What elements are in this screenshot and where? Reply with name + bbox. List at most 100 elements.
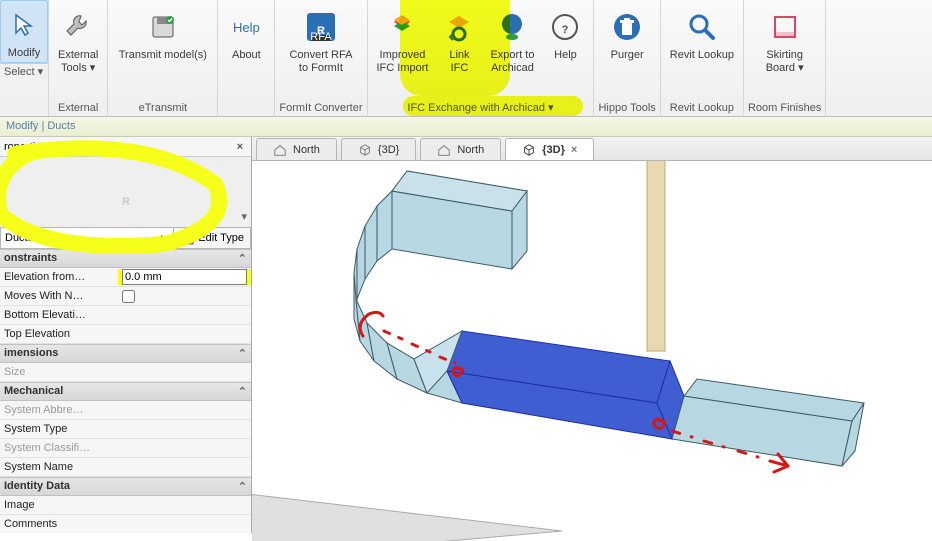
magnifier-icon (686, 11, 718, 43)
svg-text:R: R (122, 196, 130, 208)
skirting-label: Skirting Board ▾ (766, 49, 804, 74)
tab-label: North (457, 144, 484, 156)
group-etransmit: Transmit model(s) eTransmit (108, 0, 218, 117)
trash-icon (611, 11, 643, 43)
prop-row: Top Elevation (0, 325, 251, 344)
prop-key: System Name (0, 461, 118, 473)
viewport[interactable] (252, 161, 932, 533)
svg-text:RFA: RFA (310, 31, 332, 43)
ifc-link-icon (443, 11, 475, 43)
prop-row: Image (0, 496, 251, 515)
link-ifc-label: Link IFC (449, 49, 469, 74)
export-archicad-button[interactable]: Export to Archicad (485, 2, 539, 99)
category-dimensions[interactable]: imensions⌃ (0, 344, 251, 363)
view-tab[interactable]: {3D} (341, 138, 416, 160)
revit-lookup-button[interactable]: Revit Lookup (665, 2, 739, 100)
category-constraints[interactable]: onstraints⌃ (0, 249, 251, 268)
cube-icon (522, 143, 536, 157)
question-icon: ? (549, 11, 581, 43)
convert-rfa-label: Convert RFA to FormIt (289, 49, 352, 74)
group-external-label: External (58, 100, 98, 117)
transmit-button[interactable]: Transmit model(s) (113, 2, 213, 100)
type-selector-row: Ducts (1) Edit Type (0, 227, 251, 249)
type-selector[interactable]: Ducts (1) (1, 228, 173, 248)
view-tab[interactable]: North (420, 138, 501, 160)
prop-row: System Abbre… (0, 401, 251, 420)
main-area: roperties × R ▾ Ducts (1) Edit Type onst… (0, 137, 932, 533)
edit-type-label: Edit Type (198, 232, 244, 244)
properties-title-bar: roperties × (0, 137, 251, 157)
chevron-down-icon[interactable]: ▾ (241, 210, 247, 223)
group-archicad-label: IFC Exchange with Archicad ▾ (407, 99, 553, 117)
revit-r-icon: RRFA (305, 11, 337, 43)
group-external: External Tools ▾ External (49, 0, 108, 117)
purger-button[interactable]: Purger (603, 2, 651, 100)
home-icon (273, 143, 287, 157)
prop-key: System Classifi… (0, 442, 118, 454)
select-dropdown[interactable]: Select ▾ (0, 63, 48, 79)
improved-ifc-button[interactable]: Improved IFC Import (372, 2, 434, 99)
wrench-icon (62, 11, 94, 43)
group-roomfinish: Skirting Board ▾ Room Finishes (744, 0, 826, 117)
prop-key: Moves With N… (0, 290, 118, 302)
prop-key: Elevation from… (0, 271, 118, 283)
modify-label: Modify (8, 47, 40, 60)
archicad-help-button[interactable]: ? Help (541, 2, 589, 99)
prop-row: Bottom Elevati… (0, 306, 251, 325)
group-about-label (245, 100, 248, 117)
improved-ifc-label: Improved IFC Import (377, 49, 429, 74)
prop-row: System Name (0, 458, 251, 477)
moves-with-checkbox[interactable] (122, 290, 135, 303)
floppy-icon (147, 11, 179, 43)
help-word-icon: Help (230, 11, 262, 43)
modify-button[interactable]: Modify (0, 0, 48, 63)
properties-panel: roperties × R ▾ Ducts (1) Edit Type onst… (0, 137, 252, 533)
cube-icon (358, 143, 372, 157)
prop-row: Comments (0, 515, 251, 533)
group-formit-label: FormIt Converter (279, 100, 362, 117)
link-ifc-button[interactable]: Link IFC (435, 2, 483, 99)
purger-label: Purger (611, 49, 644, 62)
home-icon (437, 143, 451, 157)
cursor-icon (8, 9, 40, 41)
category-mechanical[interactable]: Mechanical⌃ (0, 382, 251, 401)
tab-label: North (293, 144, 320, 156)
model-view (252, 161, 932, 541)
category-identity[interactable]: Identity Data⌃ (0, 477, 251, 496)
skirting-button[interactable]: Skirting Board ▾ (761, 2, 809, 100)
prop-key: Size (0, 366, 118, 378)
prop-row: System Classifi… (0, 439, 251, 458)
close-icon[interactable]: × (231, 141, 249, 153)
property-grid: onstraints⌃ Elevation from… Moves With N… (0, 249, 251, 533)
export-archicad-icon (496, 11, 528, 43)
edit-type-icon (180, 231, 194, 245)
group-roomfinish-label: Room Finishes (748, 100, 821, 117)
group-revitlookup-label: Revit Lookup (670, 100, 734, 117)
view-tabs: North {3D} North {3D}× (252, 137, 932, 161)
prop-key: System Abbre… (0, 404, 118, 416)
view-tab[interactable]: North (256, 138, 337, 160)
revit-lookup-label: Revit Lookup (670, 49, 734, 62)
ifc-import-icon (386, 11, 418, 43)
tab-label: {3D} (378, 144, 399, 156)
prop-key: Comments (0, 518, 118, 530)
group-about: Help About (218, 0, 275, 117)
edit-type-button[interactable]: Edit Type (173, 228, 250, 248)
prop-row: System Type (0, 420, 251, 439)
archicad-help-label: Help (554, 49, 577, 62)
about-button[interactable]: Help About (222, 2, 270, 100)
view-area: North {3D} North {3D}× (252, 137, 932, 533)
close-icon[interactable]: × (571, 144, 577, 156)
prop-key: Bottom Elevati… (0, 309, 118, 321)
prop-key: System Type (0, 423, 118, 435)
properties-title: roperties (4, 141, 47, 153)
external-tools-label: External Tools ▾ (58, 49, 98, 74)
elevation-input[interactable] (122, 269, 247, 285)
type-preview: R ▾ (0, 157, 251, 227)
breadcrumb: Modify | Ducts (0, 117, 932, 137)
external-tools-button[interactable]: External Tools ▾ (53, 2, 103, 100)
ribbon: Modify Select ▾ External Tools ▾ Externa… (0, 0, 932, 117)
convert-rfa-button[interactable]: RRFA Convert RFA to FormIt (284, 2, 357, 100)
prop-key: Top Elevation (0, 328, 118, 340)
view-tab[interactable]: {3D}× (505, 138, 594, 160)
